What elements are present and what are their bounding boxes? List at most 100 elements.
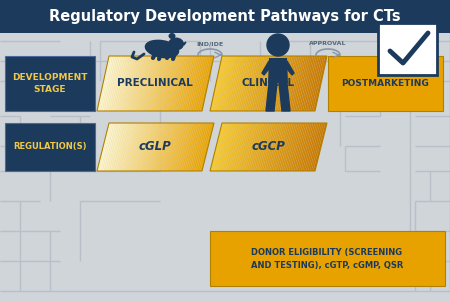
Polygon shape: [222, 123, 236, 171]
Polygon shape: [306, 56, 320, 111]
Text: DONOR ELIGIBILITY (SCREENING
AND TESTING), cGTP, cGMP, QSR: DONOR ELIGIBILITY (SCREENING AND TESTING…: [251, 248, 403, 270]
Polygon shape: [229, 123, 243, 171]
Polygon shape: [308, 56, 322, 111]
Polygon shape: [171, 56, 184, 111]
Polygon shape: [297, 56, 311, 111]
Polygon shape: [226, 56, 239, 111]
Text: cGCP: cGCP: [251, 141, 285, 154]
Polygon shape: [287, 56, 301, 111]
Polygon shape: [104, 123, 118, 171]
Polygon shape: [108, 123, 121, 171]
Polygon shape: [233, 56, 247, 111]
Polygon shape: [210, 123, 224, 171]
Polygon shape: [292, 123, 306, 171]
Polygon shape: [308, 123, 322, 171]
Polygon shape: [284, 61, 294, 75]
Polygon shape: [129, 123, 142, 171]
Polygon shape: [220, 123, 234, 171]
Polygon shape: [275, 123, 288, 171]
Polygon shape: [104, 56, 118, 111]
Polygon shape: [197, 123, 211, 171]
Polygon shape: [184, 123, 198, 171]
Polygon shape: [299, 123, 313, 171]
Polygon shape: [102, 123, 116, 171]
Polygon shape: [305, 123, 318, 171]
Polygon shape: [162, 56, 176, 111]
Polygon shape: [135, 123, 149, 171]
Polygon shape: [118, 123, 132, 171]
Polygon shape: [280, 56, 294, 111]
Polygon shape: [171, 123, 184, 171]
Polygon shape: [226, 123, 239, 171]
Polygon shape: [137, 123, 151, 171]
Polygon shape: [186, 56, 200, 111]
Polygon shape: [106, 56, 120, 111]
Polygon shape: [137, 56, 151, 111]
Polygon shape: [247, 56, 261, 111]
Polygon shape: [155, 123, 168, 171]
Polygon shape: [213, 56, 227, 111]
Polygon shape: [179, 123, 193, 171]
Polygon shape: [291, 56, 304, 111]
Polygon shape: [153, 56, 167, 111]
Polygon shape: [276, 56, 290, 111]
Polygon shape: [313, 123, 327, 171]
Polygon shape: [181, 123, 195, 171]
Polygon shape: [213, 123, 227, 171]
Polygon shape: [243, 123, 257, 171]
Polygon shape: [183, 123, 197, 171]
Polygon shape: [188, 123, 202, 171]
FancyBboxPatch shape: [5, 123, 95, 171]
Polygon shape: [118, 56, 132, 111]
Polygon shape: [130, 56, 144, 111]
Polygon shape: [282, 123, 296, 171]
Polygon shape: [313, 56, 327, 111]
Polygon shape: [127, 123, 140, 171]
Polygon shape: [200, 123, 214, 171]
Polygon shape: [157, 56, 170, 111]
FancyBboxPatch shape: [328, 56, 443, 111]
Polygon shape: [257, 56, 271, 111]
Polygon shape: [144, 56, 158, 111]
Polygon shape: [268, 123, 282, 171]
Polygon shape: [179, 56, 193, 111]
Polygon shape: [158, 56, 172, 111]
Ellipse shape: [145, 40, 179, 58]
Polygon shape: [311, 56, 325, 111]
Polygon shape: [256, 56, 269, 111]
Polygon shape: [146, 56, 160, 111]
Polygon shape: [248, 123, 262, 171]
Polygon shape: [122, 56, 135, 111]
Polygon shape: [238, 56, 252, 111]
Polygon shape: [301, 56, 315, 111]
Polygon shape: [243, 56, 257, 111]
Polygon shape: [127, 56, 140, 111]
Polygon shape: [99, 123, 112, 171]
Polygon shape: [242, 123, 255, 171]
Polygon shape: [250, 123, 264, 171]
Polygon shape: [176, 56, 189, 111]
Polygon shape: [114, 123, 128, 171]
Text: IND/IDE: IND/IDE: [197, 41, 224, 46]
Polygon shape: [219, 123, 233, 171]
Polygon shape: [100, 56, 114, 111]
Text: APPROVAL: APPROVAL: [309, 41, 347, 46]
Polygon shape: [167, 123, 181, 171]
Polygon shape: [155, 56, 168, 111]
Polygon shape: [233, 123, 247, 171]
Polygon shape: [160, 123, 174, 171]
Polygon shape: [176, 123, 189, 171]
Polygon shape: [297, 123, 311, 171]
Polygon shape: [165, 123, 179, 171]
Text: cGLP: cGLP: [139, 141, 171, 154]
Polygon shape: [275, 56, 288, 111]
Polygon shape: [193, 56, 207, 111]
Polygon shape: [278, 56, 292, 111]
Polygon shape: [177, 123, 191, 171]
Polygon shape: [172, 56, 186, 111]
Polygon shape: [224, 123, 238, 171]
Polygon shape: [279, 83, 290, 111]
Polygon shape: [242, 56, 255, 111]
Polygon shape: [102, 56, 116, 111]
Polygon shape: [284, 56, 297, 111]
